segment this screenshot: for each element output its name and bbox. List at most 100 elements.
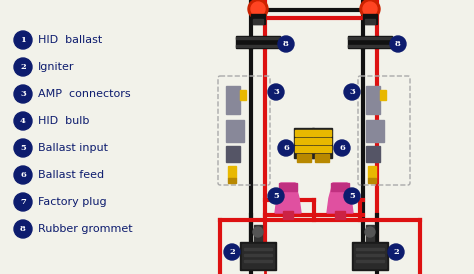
- Circle shape: [14, 220, 32, 238]
- Circle shape: [248, 0, 268, 19]
- Bar: [228, 166, 236, 178]
- Circle shape: [363, 2, 377, 16]
- Bar: [228, 178, 236, 183]
- Bar: [295, 146, 313, 152]
- Text: 6: 6: [339, 144, 345, 152]
- Text: 1: 1: [20, 36, 26, 44]
- Text: 2: 2: [229, 248, 235, 256]
- Bar: [366, 146, 380, 162]
- Polygon shape: [327, 183, 353, 213]
- Bar: [251, 14, 265, 24]
- Bar: [348, 36, 392, 48]
- Text: 6: 6: [20, 171, 26, 179]
- Bar: [368, 178, 376, 183]
- Bar: [312, 128, 332, 158]
- Bar: [380, 90, 386, 100]
- Circle shape: [344, 84, 360, 100]
- Bar: [315, 154, 329, 162]
- Circle shape: [14, 31, 32, 49]
- Circle shape: [14, 139, 32, 157]
- Circle shape: [14, 85, 32, 103]
- Circle shape: [14, 166, 32, 184]
- Bar: [294, 128, 314, 158]
- Bar: [236, 37, 280, 39]
- Bar: [244, 260, 272, 262]
- Bar: [295, 130, 313, 136]
- Circle shape: [268, 84, 284, 100]
- Circle shape: [278, 140, 294, 156]
- Circle shape: [253, 227, 263, 237]
- Bar: [363, 14, 377, 24]
- Text: HID  ballast: HID ballast: [38, 35, 102, 45]
- Bar: [240, 90, 246, 100]
- Bar: [366, 225, 374, 245]
- Text: Ballast feed: Ballast feed: [38, 170, 104, 180]
- Bar: [356, 254, 384, 256]
- Bar: [226, 146, 240, 162]
- Circle shape: [278, 36, 294, 52]
- Circle shape: [334, 140, 350, 156]
- Bar: [368, 166, 376, 178]
- Bar: [335, 211, 345, 219]
- Bar: [356, 260, 384, 262]
- Bar: [244, 254, 272, 256]
- Text: 4: 4: [20, 117, 26, 125]
- Text: 8: 8: [20, 225, 26, 233]
- Bar: [244, 248, 272, 250]
- Circle shape: [268, 188, 284, 204]
- Circle shape: [365, 227, 375, 237]
- Bar: [240, 90, 246, 100]
- Circle shape: [251, 2, 265, 16]
- Circle shape: [360, 0, 380, 19]
- Circle shape: [224, 244, 240, 260]
- Bar: [295, 138, 313, 144]
- Bar: [226, 120, 244, 142]
- Bar: [236, 45, 280, 47]
- Bar: [331, 183, 349, 191]
- Text: 7: 7: [20, 198, 26, 206]
- Bar: [236, 36, 280, 48]
- Bar: [226, 86, 240, 114]
- Circle shape: [388, 244, 404, 260]
- Text: 2: 2: [20, 63, 26, 71]
- Text: HID  bulb: HID bulb: [38, 116, 90, 126]
- Bar: [352, 242, 388, 270]
- Text: 5: 5: [349, 192, 355, 200]
- Bar: [313, 130, 331, 136]
- Bar: [365, 19, 375, 24]
- Text: Factory plug: Factory plug: [38, 197, 107, 207]
- Circle shape: [390, 36, 406, 52]
- Circle shape: [344, 188, 360, 204]
- Bar: [297, 154, 311, 162]
- Text: 3: 3: [273, 88, 279, 96]
- Text: Igniter: Igniter: [38, 62, 74, 72]
- Bar: [283, 211, 293, 219]
- Text: 2: 2: [393, 248, 399, 256]
- Bar: [242, 244, 274, 268]
- Bar: [254, 225, 262, 245]
- Bar: [366, 86, 380, 114]
- Circle shape: [14, 193, 32, 211]
- Circle shape: [14, 58, 32, 76]
- Bar: [279, 183, 297, 191]
- Bar: [366, 120, 384, 142]
- Bar: [348, 37, 392, 39]
- Text: 8: 8: [395, 40, 401, 48]
- Bar: [313, 146, 331, 152]
- Text: Rubber grommet: Rubber grommet: [38, 224, 133, 234]
- Bar: [348, 45, 392, 47]
- Bar: [354, 244, 386, 268]
- Bar: [240, 242, 276, 270]
- Text: 6: 6: [283, 144, 289, 152]
- Text: 5: 5: [273, 192, 279, 200]
- Polygon shape: [275, 183, 301, 213]
- Text: Ballast input: Ballast input: [38, 143, 108, 153]
- Text: 5: 5: [20, 144, 26, 152]
- Text: AMP  connectors: AMP connectors: [38, 89, 131, 99]
- Bar: [380, 90, 386, 100]
- Circle shape: [14, 112, 32, 130]
- Bar: [313, 138, 331, 144]
- Text: 3: 3: [349, 88, 355, 96]
- Bar: [253, 19, 263, 24]
- Text: 3: 3: [20, 90, 26, 98]
